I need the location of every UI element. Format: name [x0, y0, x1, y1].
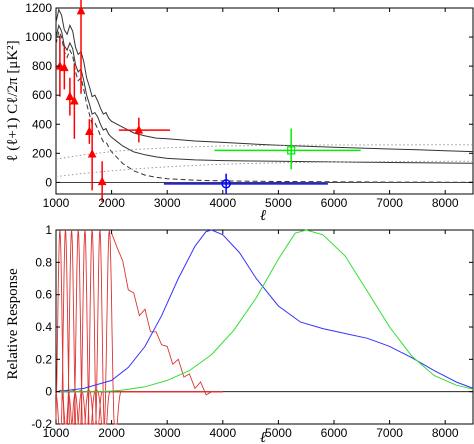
green-window-curve [56, 229, 474, 393]
top-y-ticks: 0 200 400 600 800 1000 1200 [25, 1, 473, 189]
y-tick-label: 1000 [25, 30, 52, 44]
data-point [97, 161, 107, 202]
x-tick-label: 8000 [432, 196, 459, 210]
y-tick-label: 0.6 [35, 288, 52, 302]
spectrum-curve-4 [55, 144, 473, 160]
top-x-axis-label: ℓ [260, 208, 266, 224]
y-tick-label: -0.2 [31, 417, 52, 431]
y-tick-label: 0 [45, 385, 52, 399]
y-tick-label: 1 [45, 223, 52, 237]
red-window-function [55, 229, 223, 425]
top-points [55, 0, 361, 202]
x-tick-label: 6000 [321, 426, 348, 440]
y-tick-label: 0.4 [35, 320, 52, 334]
y-tick-label: 1200 [25, 1, 52, 15]
data-point [163, 173, 328, 194]
square-marker [287, 146, 296, 155]
x-tick-label: 2000 [98, 426, 125, 440]
top-y-axis-label: ℓ (ℓ+1) Cℓ/2π [μK²] [5, 40, 21, 161]
top-curves [55, 7, 474, 183]
triangle-marker [87, 148, 97, 158]
y-tick-label: 0.8 [35, 255, 52, 269]
x-tick-label: 6000 [321, 196, 348, 210]
spectrum-curve-1 [55, 7, 474, 153]
spectrum-curve-5 [55, 160, 474, 178]
data-point [70, 63, 79, 139]
x-tick-label: 1000 [43, 196, 70, 210]
data-point [60, 45, 69, 90]
top-x-ticks: 1000 2000 3000 4000 5000 6000 7000 8000 [43, 8, 459, 210]
bottom-x-axis-label: ℓ [260, 430, 266, 444]
triangle-marker [85, 126, 94, 136]
bottom-panel: 1000 2000 3000 4000 5000 6000 7000 8000 -0.2 0 0.… [5, 223, 474, 444]
triangle-marker [76, 5, 86, 15]
triangle-marker [134, 124, 144, 134]
bottom-y-ticks: -0.2 0 0.2 0.4 0.6 0.8 1 [31, 223, 473, 431]
x-tick-label: 4000 [209, 426, 236, 440]
red-window-tail [111, 233, 212, 396]
data-point [76, 0, 86, 94]
data-point [65, 77, 75, 116]
y-tick-label: 400 [32, 117, 52, 131]
triangle-marker [60, 62, 69, 72]
x-tick-label: 4000 [209, 196, 236, 210]
y-tick-label: 600 [32, 88, 52, 102]
bottom-x-ticks: 1000 2000 3000 4000 5000 6000 7000 8000 [43, 230, 459, 440]
x-tick-label: 1000 [43, 426, 70, 440]
triangle-marker [70, 95, 79, 105]
x-tick-label: 5000 [265, 426, 292, 440]
data-point [87, 117, 97, 191]
y-tick-label: 800 [32, 59, 52, 73]
data-point [85, 119, 94, 144]
x-tick-label: 3000 [154, 426, 181, 440]
y-tick-label: 0 [45, 175, 52, 189]
bottom-y-axis-label: Relative Response [5, 268, 21, 380]
bottom-curves [55, 229, 474, 425]
x-tick-label: 8000 [432, 426, 459, 440]
blue-window-curve [55, 229, 474, 393]
data-point [118, 117, 170, 143]
x-tick-label: 7000 [376, 196, 403, 210]
y-tick-label: 200 [32, 146, 52, 160]
x-tick-label: 3000 [154, 196, 181, 210]
y-tick-label: 0.2 [35, 352, 52, 366]
triangle-marker [97, 176, 107, 186]
spectrum-curve-2 [55, 23, 474, 164]
triangle-marker [65, 91, 75, 101]
x-tick-label: 2000 [98, 196, 125, 210]
data-point [214, 128, 361, 170]
spectrum-curve-3 [55, 29, 473, 183]
x-tick-label: 5000 [265, 196, 292, 210]
x-tick-label: 7000 [376, 426, 403, 440]
top-panel: 1000 2000 3000 4000 5000 6000 7000 8000 0 200 400… [5, 0, 474, 224]
bottom-plot-frame [55, 229, 474, 425]
top-plot-frame [55, 7, 474, 195]
circle-marker [221, 179, 231, 189]
